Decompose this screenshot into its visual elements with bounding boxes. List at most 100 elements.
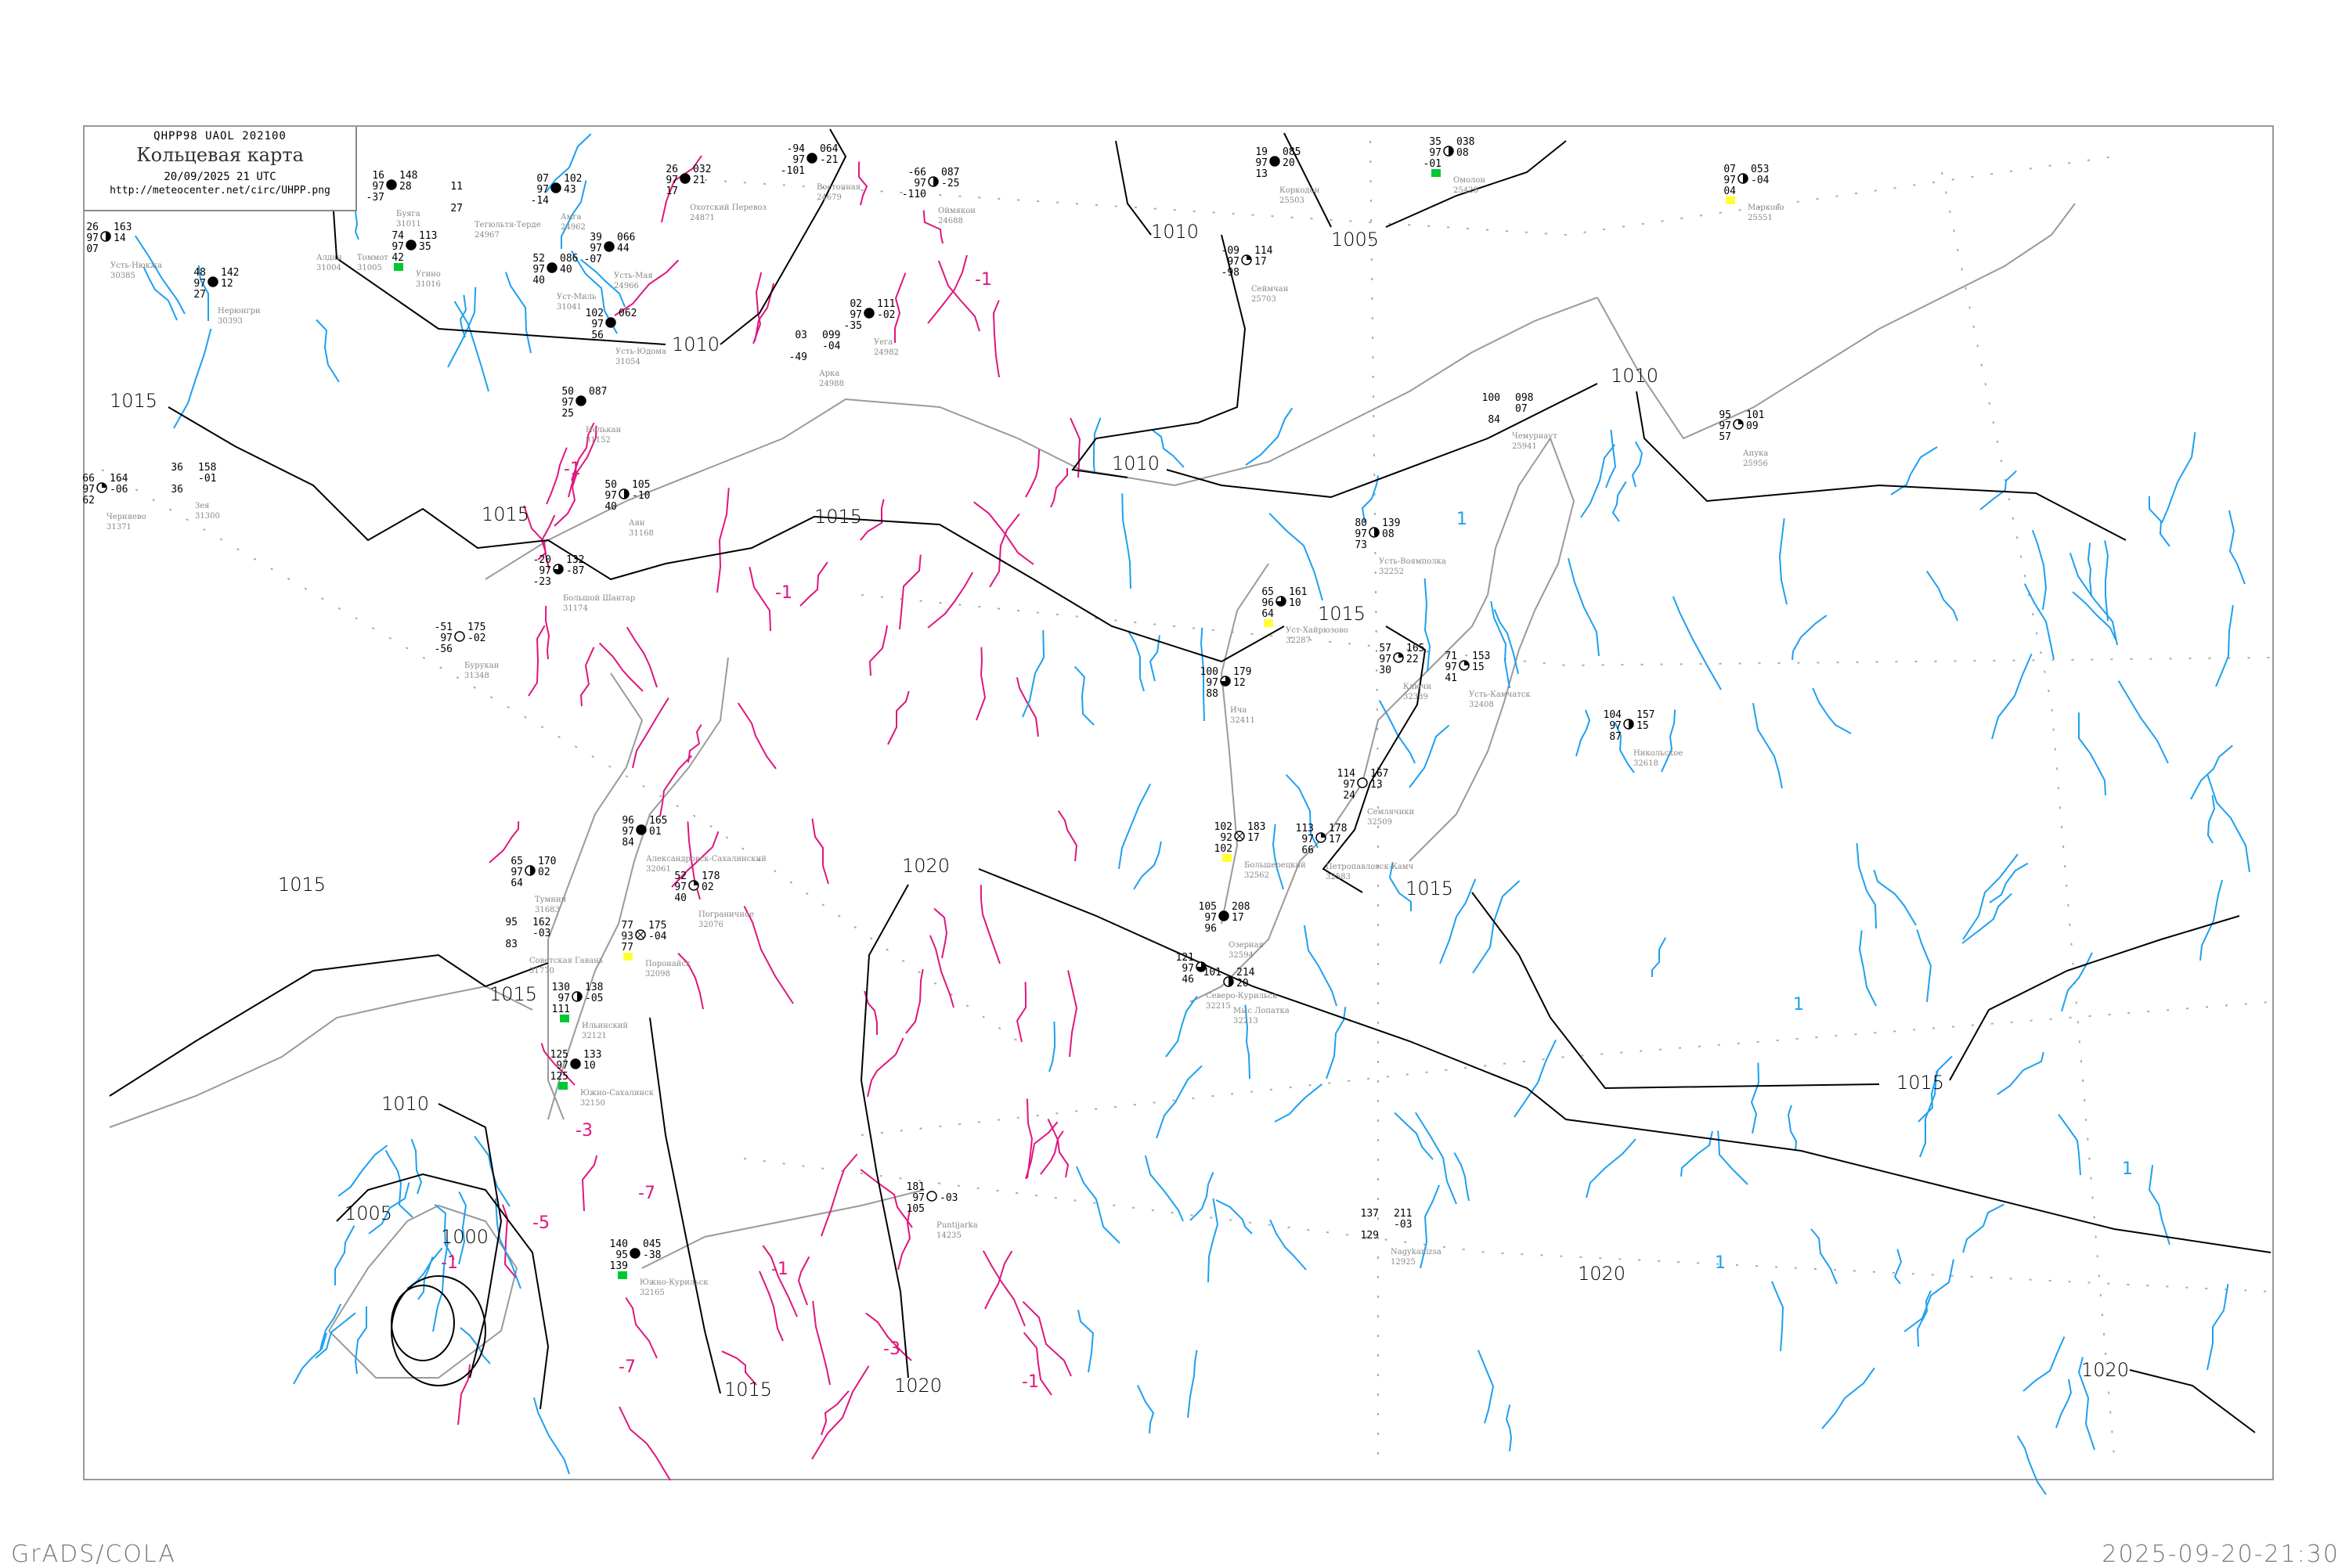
temperature: 35 — [1429, 136, 1442, 148]
isobar — [328, 140, 666, 345]
tendency-label: 1 — [1715, 1253, 1726, 1273]
pressure: 165 — [1406, 643, 1424, 654]
negative-tendency-line — [501, 1204, 517, 1278]
pressure: 165 — [649, 815, 667, 827]
tendency-label-group: -5 — [532, 1213, 550, 1233]
positive-tendency-line — [1856, 843, 1877, 929]
pressure-tendency: 10 — [1289, 597, 1301, 609]
dew-point: 64 — [1261, 608, 1274, 620]
station-name: Алдан — [316, 254, 342, 262]
negative-tendency-line — [1057, 810, 1078, 862]
station-name: Угино — [416, 270, 441, 279]
negative-tendency-line — [1016, 677, 1039, 737]
station-id: 31005 — [357, 264, 382, 272]
pressure-short: 97 — [1301, 834, 1314, 845]
tendency-label: -3 — [576, 1121, 593, 1141]
pressure: 178 — [702, 871, 720, 882]
pressure-short: 95 — [615, 1249, 628, 1261]
positive-tendency-line — [1926, 571, 1958, 622]
dew-point: 84 — [622, 837, 634, 849]
pressure-tendency: 12 — [221, 278, 233, 290]
tendency-label-group: -1 — [771, 1260, 788, 1279]
positive-tendency-line — [1121, 493, 1131, 589]
coastlines — [109, 203, 2076, 1379]
dew-point: -37 — [366, 192, 384, 204]
positive-tendency-line — [1189, 1172, 1214, 1221]
isobar-label-group: 1015 — [1318, 603, 1366, 625]
station-name: Северо-Курильск — [1206, 992, 1278, 1000]
station-id: 24982 — [874, 348, 899, 357]
pressure: 114 — [1254, 245, 1273, 257]
pressure-tendency: 02 — [702, 881, 714, 893]
positive-tendency-line — [1378, 700, 1416, 764]
negative-tendency-line — [976, 647, 987, 721]
dew-point: 105 — [907, 1203, 925, 1215]
negative-tendency-line — [973, 501, 1034, 565]
dew-point: 07 — [86, 243, 99, 255]
negative-tendency-line — [811, 818, 829, 885]
isobar-label-group: 1010 — [1151, 221, 1199, 243]
cloud-cover-icon — [806, 153, 817, 164]
positive-tendency-line — [1580, 444, 1616, 518]
isobar-label-group: 1015 — [724, 1379, 772, 1400]
pressure-tendency: -03 — [532, 928, 550, 939]
positive-tendency-line — [453, 301, 489, 392]
negative-tendency-line — [868, 625, 889, 676]
temperature: 39 — [590, 232, 602, 243]
temperature: 74 — [392, 230, 404, 242]
pressure-short: 97 — [556, 1060, 568, 1072]
pressure-short: 97 — [1609, 720, 1622, 732]
dew-point: 41 — [1445, 672, 1457, 684]
temperature: 16 — [372, 170, 384, 182]
station-id: 25428 — [1453, 186, 1478, 195]
positive-tendency-line — [2023, 583, 2055, 660]
positive-tendency-line — [1118, 783, 1152, 870]
pressure: 111 — [877, 298, 895, 310]
rain-marker-icon — [1431, 169, 1441, 177]
positive-tendency-line — [1586, 1138, 1636, 1199]
pressure-short: 97 — [511, 867, 523, 878]
isobar-label-group: 1015 — [482, 503, 529, 525]
pressure-short: 92 — [1220, 832, 1232, 844]
station-name: Puntijarka — [936, 1221, 978, 1230]
isobar-label: 1010 — [1611, 365, 1658, 387]
map-url[interactable]: http://meteocenter.net/circ/UHPP.png — [110, 185, 330, 196]
pressure: 148 — [399, 170, 417, 182]
negative-tendency-line — [821, 1390, 850, 1436]
tendency-label-group: -1 — [975, 270, 992, 290]
station-name: Озерная — [1229, 941, 1264, 950]
map-header: QHPP98 UAOL 202100 Кольцевая карта 20/09… — [85, 127, 357, 211]
grid-line — [861, 594, 2271, 667]
isobar — [2129, 1369, 2256, 1433]
station-name: Омолон — [1453, 176, 1485, 185]
positive-tendency-line — [173, 328, 212, 429]
cloud-cover-half-icon — [1374, 528, 1379, 537]
station-name: Ича — [1230, 706, 1247, 715]
negative-tendency-line — [982, 1250, 1026, 1327]
temperature: 26 — [666, 164, 678, 175]
grid-line — [101, 469, 1019, 1042]
rain-marker-icon — [560, 1015, 569, 1022]
pressure: 133 — [583, 1049, 601, 1061]
negative-tendency-line — [743, 906, 794, 1004]
isobar-label: 1005 — [345, 1202, 392, 1224]
negative-tendency-line — [865, 1312, 912, 1361]
station-name: Пограничное — [698, 910, 754, 919]
station-name: Александровск-Сахалинский — [646, 855, 767, 863]
station-id: 31348 — [464, 672, 489, 680]
station-id: 24988 — [819, 380, 844, 388]
positive-tendency-line — [1022, 629, 1045, 718]
dew-point: 56 — [591, 330, 604, 341]
positive-tendency-line — [1137, 1385, 1155, 1434]
positive-tendency-line — [1439, 878, 1477, 964]
positive-tendency-line — [1149, 635, 1160, 682]
station-id: 32061 — [646, 865, 671, 874]
positive-tendency-line — [504, 272, 532, 354]
dew-point: 77 — [621, 942, 633, 953]
dew-point: 64 — [511, 878, 523, 889]
